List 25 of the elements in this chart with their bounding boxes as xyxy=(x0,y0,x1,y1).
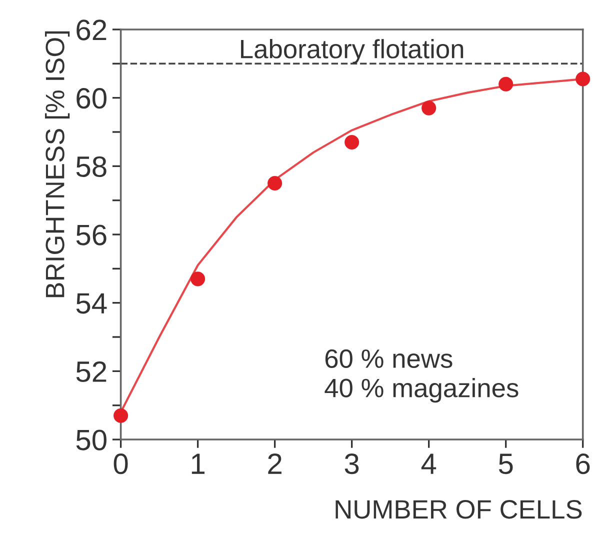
point xyxy=(190,272,206,286)
point xyxy=(344,134,360,150)
x-tick-label: 0 xyxy=(114,453,128,474)
x-tick-label: 6 xyxy=(576,453,590,474)
y-tick-label: 58 xyxy=(76,156,106,178)
point xyxy=(114,408,128,423)
y-tick-label: 50 xyxy=(76,430,106,450)
x-axis-title: NUMBER OF CELLS xyxy=(336,500,582,519)
y-tick-label: 60 xyxy=(76,88,106,109)
x-tick-label: 3 xyxy=(344,453,359,474)
point xyxy=(268,176,282,191)
point xyxy=(498,76,514,92)
x-tick-label: 1 xyxy=(192,454,204,474)
x-tick-label: 4 xyxy=(421,454,436,474)
y-tick-label: 56 xyxy=(76,224,106,246)
y-axis-title: BRIGHTNESS [% ISO] xyxy=(45,31,70,298)
x-tick-label: 5 xyxy=(498,454,513,474)
ref-line-label: Laboratory flotation xyxy=(241,39,464,64)
point xyxy=(576,72,590,86)
y-tick-label: 52 xyxy=(76,361,106,382)
x-tick-label: 2 xyxy=(268,453,282,474)
y-tick-label: 62 xyxy=(76,20,106,40)
y-tick-label: 54 xyxy=(76,293,107,314)
annotation: 60 % news 40 % magazines xyxy=(324,349,518,403)
point xyxy=(422,100,436,116)
